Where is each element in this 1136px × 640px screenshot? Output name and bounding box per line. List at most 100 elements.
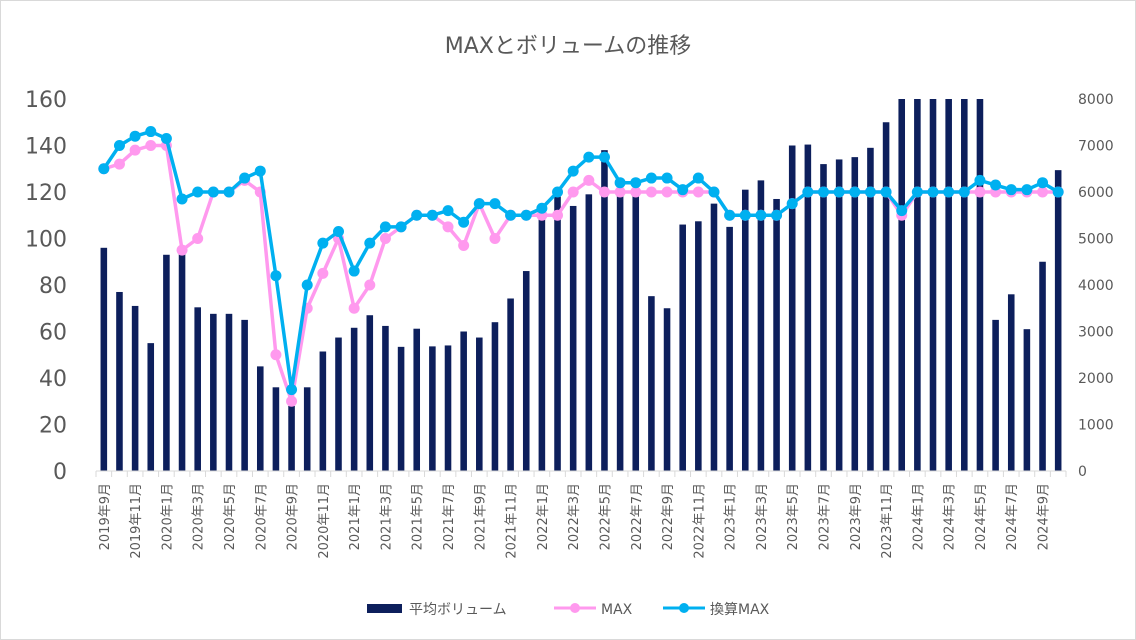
bar-volume-23 (460, 331, 467, 471)
x-tick-label-27: 2024年3月 (943, 483, 958, 550)
right-tick-label-8: 8000 (1078, 92, 1114, 108)
bars-layer (100, 99, 1062, 472)
point-converted-max-12 (286, 384, 298, 396)
x-tick-label-22: 2023年5月 (786, 483, 801, 550)
bar-volume-5 (178, 252, 186, 471)
point-converted-max-55 (958, 186, 970, 198)
point-converted-max-21 (426, 209, 438, 221)
x-tick-label-13: 2021年11月 (505, 483, 520, 559)
point-converted-max-33 (614, 177, 626, 189)
bar-volume-52 (914, 99, 921, 471)
point-converted-max-29 (552, 186, 564, 198)
left-tick-label-4: 80 (39, 274, 67, 299)
point-converted-max-24 (473, 198, 485, 210)
point-converted-max-43 (771, 209, 783, 221)
bar-volume-58 (1007, 294, 1015, 471)
x-tick-label-18: 2022年9月 (661, 483, 676, 550)
point-converted-max-58 (1005, 184, 1017, 196)
point-converted-max-14 (317, 237, 329, 249)
point-converted-max-8 (223, 186, 235, 198)
bar-volume-53 (929, 99, 937, 471)
point-converted-max-1 (113, 140, 125, 151)
point-converted-max-47 (833, 186, 845, 198)
x-tick-label-2: 2020年1月 (160, 483, 175, 550)
left-tick-label-8: 160 (25, 88, 67, 113)
chart-title: MAXとボリュームの推移 (445, 34, 691, 59)
x-tick-label-0: 2019年9月 (98, 483, 113, 550)
bar-volume-28 (538, 215, 546, 471)
bar-volume-31 (585, 194, 593, 471)
point-converted-max-27 (520, 209, 532, 221)
bar-volume-6 (194, 307, 201, 471)
x-tick-label-10: 2021年5月 (411, 483, 426, 550)
legend-item-volume: 平均ボリューム (367, 602, 507, 618)
bar-volume-9 (241, 319, 248, 472)
legend-swatch-volume (367, 604, 402, 613)
bar-volume-33 (616, 187, 624, 471)
point-converted-max-44 (786, 198, 798, 210)
point-converted-max-4 (160, 133, 172, 145)
point-converted-max-57 (990, 179, 1002, 191)
bar-volume-15 (335, 337, 342, 471)
point-max-12 (286, 395, 298, 407)
point-converted-max-50 (880, 186, 892, 198)
point-converted-max-15 (333, 226, 344, 238)
bar-volume-1 (116, 291, 123, 471)
point-converted-max-46 (818, 186, 829, 198)
point-converted-max-22 (442, 205, 454, 217)
x-tick-label-4: 2020年5月 (223, 483, 238, 550)
bar-volume-2 (131, 305, 139, 471)
bar-volume-10 (256, 366, 264, 472)
bar-volume-11 (272, 387, 280, 471)
point-max-6 (192, 233, 204, 244)
legend: 平均ボリューム MAX 換算MAX (367, 602, 770, 618)
point-converted-max-38 (692, 172, 704, 184)
right-tick-label-0: 0 (1078, 464, 1087, 480)
bar-volume-46 (820, 164, 827, 471)
point-converted-max-52 (911, 186, 923, 198)
x-axis: 2019年9月 2019年11月 2020年1月 2020年3月 2020年5月 2020… (95, 471, 1067, 559)
bar-volume-4 (163, 254, 170, 471)
x-tick-label-21: 2023年3月 (755, 483, 770, 550)
legend-item-converted-max: 換算MAX (663, 602, 770, 618)
point-converted-max-9 (239, 172, 251, 184)
right-tick-label-4: 4000 (1078, 278, 1114, 294)
point-converted-max-16 (348, 265, 360, 277)
point-max-56 (974, 186, 986, 198)
x-tick-label-17: 2022年7月 (630, 483, 645, 550)
x-tick-label-23: 2023年7月 (818, 483, 833, 550)
legend-marker-max (570, 603, 580, 613)
point-max-31 (583, 174, 595, 186)
point-converted-max-36 (661, 172, 673, 184)
point-converted-max-45 (802, 186, 814, 198)
point-max-36 (661, 186, 673, 198)
bar-volume-14 (319, 351, 327, 471)
point-converted-max-56 (974, 174, 986, 186)
bar-volume-41 (741, 189, 749, 471)
bar-volume-40 (726, 226, 733, 472)
point-max-30 (567, 186, 579, 198)
x-tick-label-5: 2020年7月 (254, 483, 269, 550)
point-converted-max-25 (489, 198, 501, 210)
bar-volume-57 (992, 319, 999, 472)
bar-volume-3 (147, 343, 155, 472)
point-max-33 (614, 186, 626, 198)
point-max-16 (348, 302, 360, 314)
x-tick-label-26: 2024年1月 (911, 483, 926, 550)
bar-volume-18 (382, 325, 389, 471)
point-converted-max-0 (98, 163, 110, 175)
bar-volume-43 (773, 198, 780, 472)
x-tick-label-16: 2022年5月 (598, 483, 613, 550)
bar-volume-42 (757, 180, 765, 472)
legend-label-max: MAX (601, 602, 633, 618)
point-converted-max-49 (864, 186, 876, 198)
legend-marker-converted-max (679, 603, 689, 613)
bar-volume-22 (444, 345, 452, 471)
point-max-23 (458, 239, 470, 251)
bar-volume-19 (397, 346, 405, 471)
x-tick-label-1: 2019年11月 (129, 483, 144, 559)
bar-volume-39 (710, 203, 718, 472)
x-tick-label-25: 2023年11月 (880, 483, 895, 559)
